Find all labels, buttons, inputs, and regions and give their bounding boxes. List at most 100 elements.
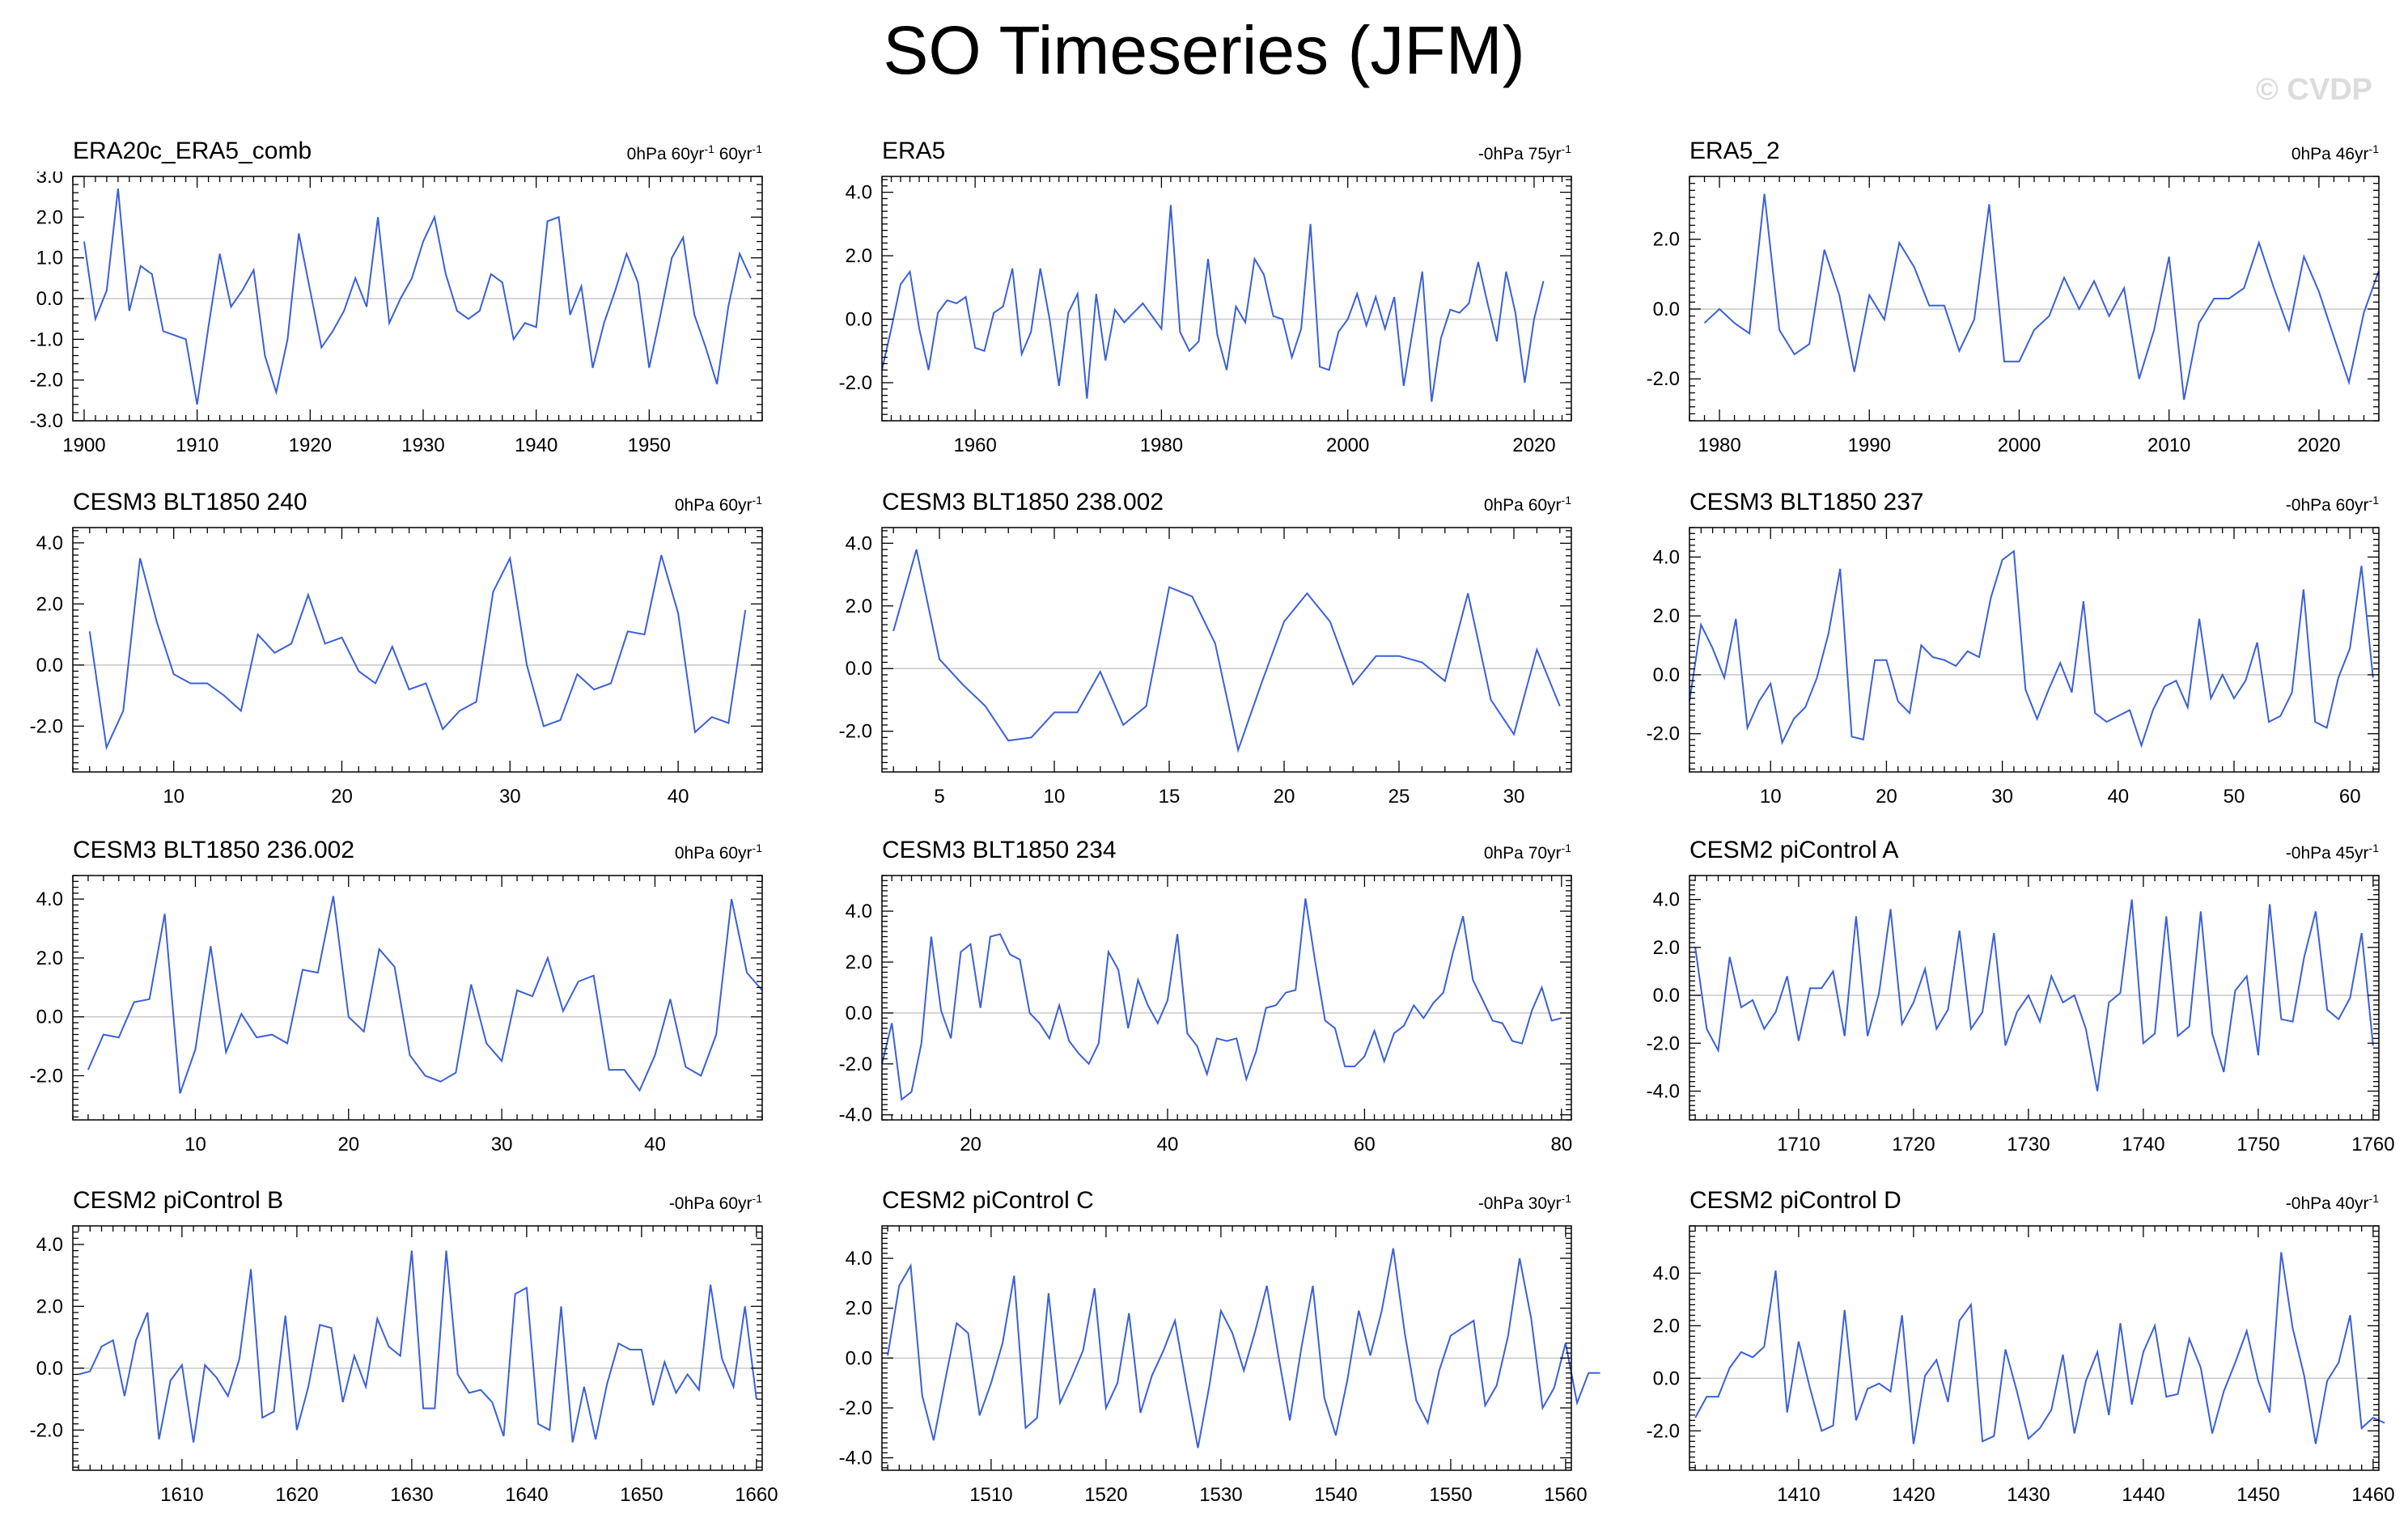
timeseries-chart: 10 20 30 40 50 60 -2.0 0.0 2.0 4.0 xyxy=(1647,527,2380,808)
panel-trend-stat: -0hPa 60yr-1 xyxy=(668,1192,762,1213)
chart-panel: ERA5_2 0hPa 46yr-1 1980 1990 2000 2010 2020 -2.… xyxy=(1639,133,2408,479)
panel-trend-stat: 0hPa 60yr-1 xyxy=(1483,494,1571,515)
x-tick-label: 60 xyxy=(2339,786,2361,808)
series-line xyxy=(887,1248,1600,1448)
x-tick-label: 40 xyxy=(668,786,689,808)
y-tick-label: 2.0 xyxy=(1653,937,1680,959)
x-tick-label: 60 xyxy=(1354,1134,1376,1155)
y-tick-label: 4.0 xyxy=(36,888,63,910)
y-tick-label: 4.0 xyxy=(846,1248,872,1270)
y-tick-label: 0.0 xyxy=(846,1347,872,1369)
plot-frame xyxy=(72,527,763,773)
x-tick-label: 40 xyxy=(1157,1134,1179,1155)
y-tick-label: -2.0 xyxy=(839,721,872,743)
y-tick-label: 1.0 xyxy=(36,248,63,269)
x-tick-label: 40 xyxy=(644,1134,666,1155)
x-tick-label: 1430 xyxy=(2007,1484,2050,1506)
y-tick-label: 4.0 xyxy=(1653,546,1680,568)
x-tick-label: 30 xyxy=(1991,786,2013,808)
x-tick-label: 1450 xyxy=(2236,1484,2279,1506)
timeseries-chart: 1960 1980 2000 2020 -2.0 0.0 2.0 4.0 xyxy=(839,176,1572,456)
timeseries-chart: 10 20 30 40 -2.0 0.0 2.0 4.0 xyxy=(30,875,763,1155)
x-tick-label: 1610 xyxy=(160,1484,203,1506)
x-tick-label: 1560 xyxy=(1544,1484,1587,1506)
x-tick-label: 1740 xyxy=(2122,1134,2164,1155)
panel-title: CESM2 piControl C xyxy=(882,1187,1094,1214)
y-tick-label: 2.0 xyxy=(36,593,63,615)
timeseries-chart: 1900 1910 1920 1930 1940 1950 -3.0 -2.0 -1.0 0.0 1… xyxy=(30,172,763,456)
x-tick-label: 1660 xyxy=(735,1484,778,1506)
x-tick-label: 1410 xyxy=(1777,1484,1820,1506)
y-tick-label: 0.0 xyxy=(846,1003,872,1024)
series-line xyxy=(88,554,747,751)
x-tick-label: 1520 xyxy=(1084,1484,1127,1506)
panel-trend-stat: -0hPa 60yr-1 xyxy=(2285,494,2379,515)
y-tick-label: -2.0 xyxy=(839,372,872,394)
x-tick-label: 50 xyxy=(2224,786,2245,808)
x-tick-label: 5 xyxy=(934,786,944,808)
x-tick-label: 1930 xyxy=(401,435,444,456)
x-tick-label: 1940 xyxy=(515,435,557,456)
plot-frame xyxy=(1689,527,2380,773)
x-tick-label: 20 xyxy=(331,786,353,808)
panel-title: ERA20c_ERA5_comb xyxy=(73,138,312,164)
y-tick-label: -2.0 xyxy=(1647,1033,1680,1054)
panel-trend-stat: -0hPa 30yr-1 xyxy=(1477,1192,1571,1213)
x-tick-label: 80 xyxy=(1550,1134,1572,1155)
timeseries-chart: 20 40 60 80 -4.0 -2.0 0.0 2.0 4.0 xyxy=(839,875,1572,1155)
y-tick-label: 0.0 xyxy=(1653,664,1680,686)
series-line xyxy=(892,549,1561,753)
x-tick-label: 20 xyxy=(1274,786,1295,808)
x-tick-label: 2020 xyxy=(1512,435,1555,456)
timeseries-chart: 10 20 30 40 -2.0 0.0 2.0 4.0 xyxy=(30,527,763,808)
y-tick-label: 2.0 xyxy=(36,948,63,969)
plot-frame xyxy=(72,875,763,1121)
x-tick-label: 1910 xyxy=(176,435,218,456)
y-tick-label: 0.0 xyxy=(36,1007,63,1028)
x-tick-label: 1650 xyxy=(620,1484,663,1506)
x-tick-label: 1760 xyxy=(2351,1134,2394,1155)
x-tick-label: 1510 xyxy=(969,1484,1012,1506)
y-tick-label: -3.0 xyxy=(30,410,63,432)
chart-panel: CESM3 BLT1850 234 0hPa 70yr-1 20 40 60 80 -4.0… xyxy=(832,832,1609,1178)
y-tick-label: 3.0 xyxy=(36,172,63,188)
panel-title: CESM3 BLT1850 236.002 xyxy=(73,837,355,863)
plot-frame xyxy=(881,527,1572,773)
y-tick-label: -2.0 xyxy=(30,370,63,392)
y-tick-label: 0.0 xyxy=(36,655,63,676)
y-tick-label: 0.0 xyxy=(36,288,63,310)
chart-panel: CESM2 piControl C -0hPa 30yr-1 1510 1520 153… xyxy=(832,1182,1609,1529)
x-tick-label: 40 xyxy=(2107,786,2129,808)
timeseries-chart: 1710 1720 1730 1740 1750 1760 -4.0 -2.0 0.0 2.0 4.… xyxy=(1647,875,2395,1155)
x-tick-label: 1980 xyxy=(1140,435,1183,456)
y-tick-label: 2.0 xyxy=(1653,1315,1680,1337)
y-tick-label: 4.0 xyxy=(846,901,872,922)
series-line xyxy=(78,1250,757,1443)
x-tick-label: 1730 xyxy=(2007,1134,2050,1155)
panel-title: CESM3 BLT1850 234 xyxy=(882,837,1117,863)
chart-panel: CESM3 BLT1850 240 0hPa 60yr-1 10 20 30 40 -2.0… xyxy=(23,484,799,830)
x-tick-label: 15 xyxy=(1159,786,1181,808)
x-tick-label: 30 xyxy=(1503,786,1525,808)
x-tick-label: 1980 xyxy=(1698,435,1740,456)
y-tick-label: 0.0 xyxy=(1653,985,1680,1007)
panel-trend-stat: 0hPa 70yr-1 xyxy=(1483,842,1571,863)
panel-trend-stat: -0hPa 45yr-1 xyxy=(2285,842,2379,863)
panel-trend-stat: -0hPa 75yr-1 xyxy=(1477,142,1571,163)
panel-title: CESM3 BLT1850 237 xyxy=(1689,489,1924,515)
x-tick-label: 1720 xyxy=(1892,1134,1935,1155)
series-line xyxy=(881,898,1562,1101)
x-tick-label: 1900 xyxy=(62,435,105,456)
chart-panel: CESM3 BLT1850 238.002 0hPa 60yr-1 5 10 15 20 2… xyxy=(832,484,1609,830)
y-tick-label: 0.0 xyxy=(1653,299,1680,320)
timeseries-chart: 1980 1990 2000 2010 2020 -2.0 0.0 2.0 xyxy=(1647,176,2380,456)
panel-title: CESM3 BLT1850 238.002 xyxy=(882,489,1164,515)
panel-trend-stat: 0hPa 60yr-1 xyxy=(674,494,762,515)
series-line xyxy=(1694,1252,2385,1444)
chart-panel: ERA5 -0hPa 75yr-1 1960 1980 2000 2020 -2.0 0.0 2… xyxy=(832,133,1609,479)
y-tick-label: 4.0 xyxy=(1653,889,1680,911)
timeseries-chart: 5 10 15 20 25 30 -2.0 0.0 2.0 4.0 xyxy=(839,527,1572,808)
y-tick-label: -2.0 xyxy=(30,1065,63,1087)
chart-panel: CESM3 BLT1850 236.002 0hPa 60yr-1 10 20 30 40… xyxy=(23,832,799,1178)
y-tick-label: 2.0 xyxy=(846,1298,872,1320)
